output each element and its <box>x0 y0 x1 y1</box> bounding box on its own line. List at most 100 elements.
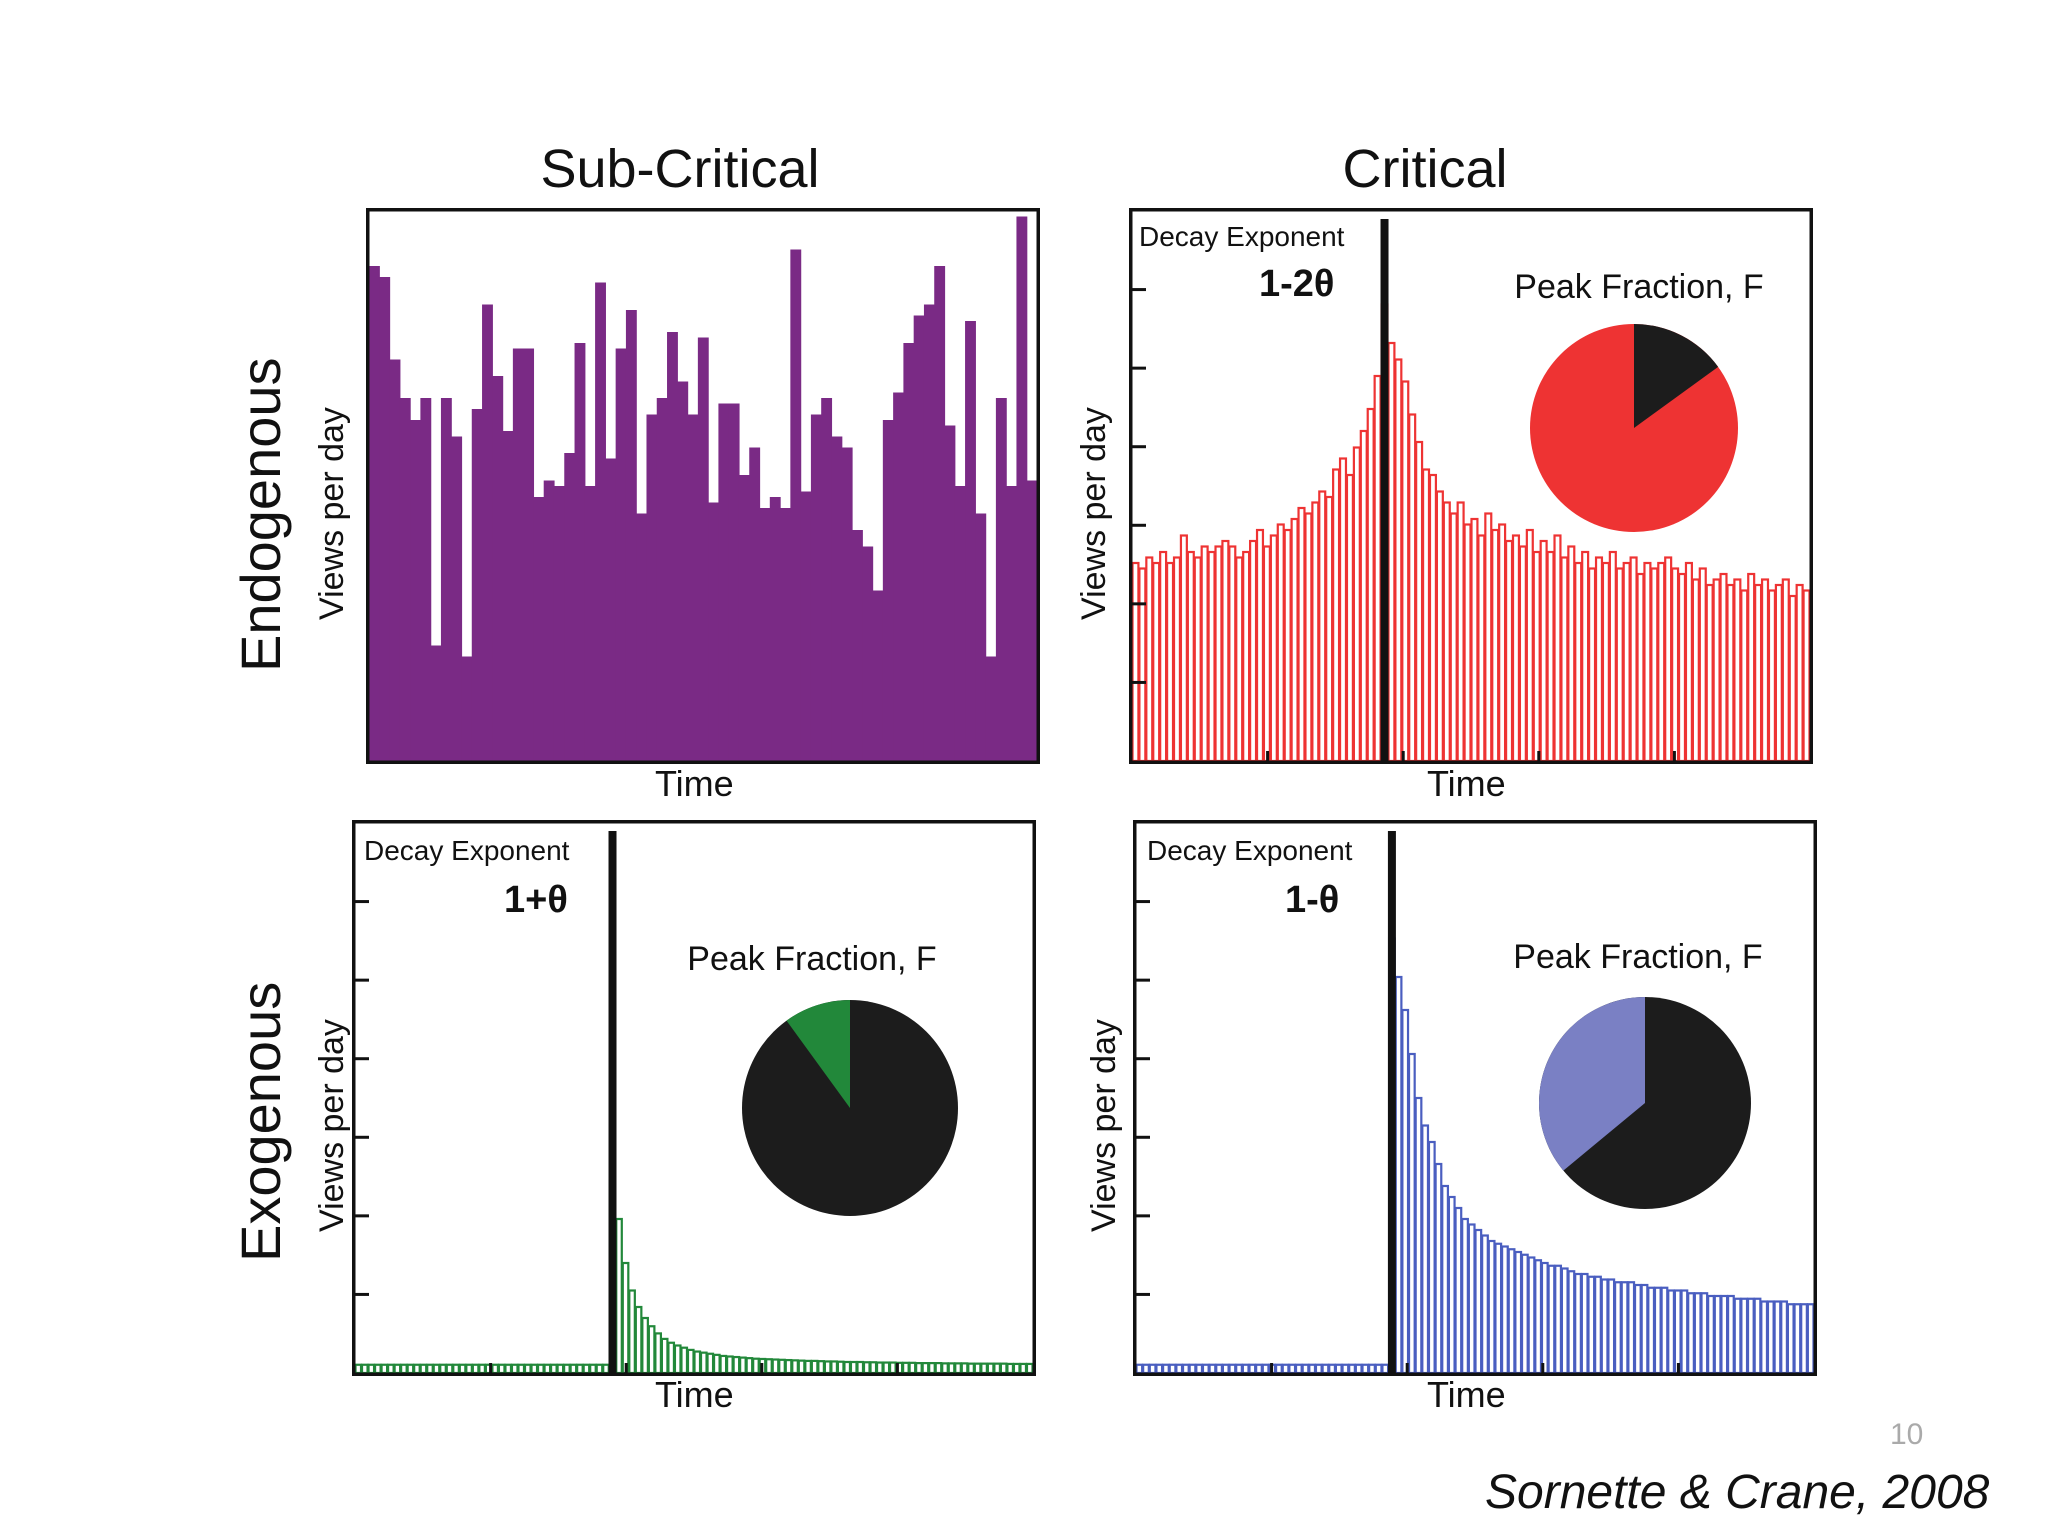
bar <box>1629 556 1638 763</box>
bar <box>1135 1363 1144 1375</box>
decay-exponent-value: 1+θ <box>504 879 568 921</box>
bar <box>1660 1286 1669 1375</box>
bar <box>1532 550 1541 763</box>
bar <box>1588 567 1597 763</box>
bar <box>1142 1363 1150 1375</box>
bar <box>1290 517 1299 763</box>
bar <box>960 1362 969 1375</box>
bar <box>1691 578 1700 763</box>
bar <box>797 1359 806 1375</box>
bar <box>1421 1124 1430 1375</box>
bar <box>1454 1206 1463 1375</box>
bar <box>451 436 463 761</box>
bar <box>1774 583 1783 763</box>
bar <box>430 645 442 761</box>
bar <box>1456 501 1465 763</box>
bar <box>1574 1272 1582 1375</box>
bar <box>1470 517 1479 763</box>
bar <box>728 403 740 761</box>
column-title-sub-critical: Sub-Critical <box>540 139 820 199</box>
bar <box>1193 556 1202 763</box>
bar <box>1354 1363 1363 1375</box>
bar <box>1633 1283 1642 1375</box>
bar <box>687 414 699 761</box>
bar <box>1345 473 1354 763</box>
bar <box>584 486 596 761</box>
bar <box>1567 545 1576 763</box>
bar <box>882 420 894 761</box>
bar <box>1780 1300 1789 1375</box>
bar <box>1747 572 1756 763</box>
bar <box>543 480 555 761</box>
xlabel-critical-exogenous: Time <box>1427 1374 1506 1415</box>
bar <box>1276 523 1285 763</box>
bar <box>712 1353 721 1375</box>
bar <box>1677 572 1687 763</box>
bar <box>1447 1195 1456 1375</box>
bar <box>1301 1363 1310 1375</box>
bar <box>1534 1259 1543 1375</box>
bar <box>841 447 853 761</box>
pie-peak-slice <box>1634 324 1719 428</box>
bar <box>1494 1242 1503 1375</box>
bar <box>502 431 514 761</box>
bar <box>1484 512 1493 763</box>
bar <box>893 392 904 761</box>
bar <box>1514 1250 1523 1375</box>
bar <box>928 1361 936 1375</box>
bar <box>1667 1289 1676 1375</box>
bar <box>1228 545 1237 763</box>
bar <box>1188 1363 1197 1375</box>
bar <box>1325 495 1334 763</box>
bar <box>1511 534 1521 763</box>
bar <box>947 1362 956 1375</box>
bar <box>902 1361 910 1375</box>
bar <box>354 1363 363 1375</box>
bar <box>1207 550 1216 763</box>
bar <box>504 1363 513 1375</box>
bar <box>452 1363 460 1375</box>
bar <box>745 1357 754 1375</box>
bar <box>647 1325 656 1375</box>
bar <box>1587 1275 1596 1375</box>
bar <box>1581 550 1590 763</box>
bar <box>615 348 627 761</box>
bar <box>1321 1363 1330 1375</box>
bar <box>1201 1363 1210 1375</box>
bar <box>1308 1363 1317 1375</box>
bar <box>1442 501 1451 763</box>
bar <box>1314 1363 1323 1375</box>
bar <box>380 1363 389 1375</box>
bar <box>1594 556 1604 763</box>
bar <box>1707 1294 1715 1375</box>
bar <box>1361 1363 1370 1375</box>
plot-frame <box>1129 208 1813 764</box>
citation: Sornette & Crane, 2008 <box>1485 1466 1990 1519</box>
bar <box>986 1362 995 1375</box>
bar <box>1255 1363 1263 1375</box>
bar <box>1540 1261 1549 1375</box>
bar <box>360 1363 369 1375</box>
bar <box>512 348 524 761</box>
bar <box>1754 583 1763 763</box>
bar <box>1274 1363 1283 1375</box>
bar <box>810 1359 819 1375</box>
bar <box>954 1362 962 1375</box>
bar <box>564 453 576 761</box>
bar <box>1560 556 1569 763</box>
bar <box>420 398 432 761</box>
bar <box>1753 1297 1762 1375</box>
xlabel-sub-critical-exogenous: Time <box>655 1374 734 1415</box>
bar <box>903 343 915 761</box>
bar <box>1016 216 1028 761</box>
bar <box>1461 1217 1469 1375</box>
ylabel-sub-critical-endogenous: Views per day <box>313 407 351 620</box>
bar <box>680 1346 689 1375</box>
bar <box>1148 1363 1157 1375</box>
bar <box>1401 1008 1410 1375</box>
bar <box>790 249 802 761</box>
bar <box>769 497 781 761</box>
bar <box>393 1363 402 1375</box>
bar <box>1781 578 1790 763</box>
